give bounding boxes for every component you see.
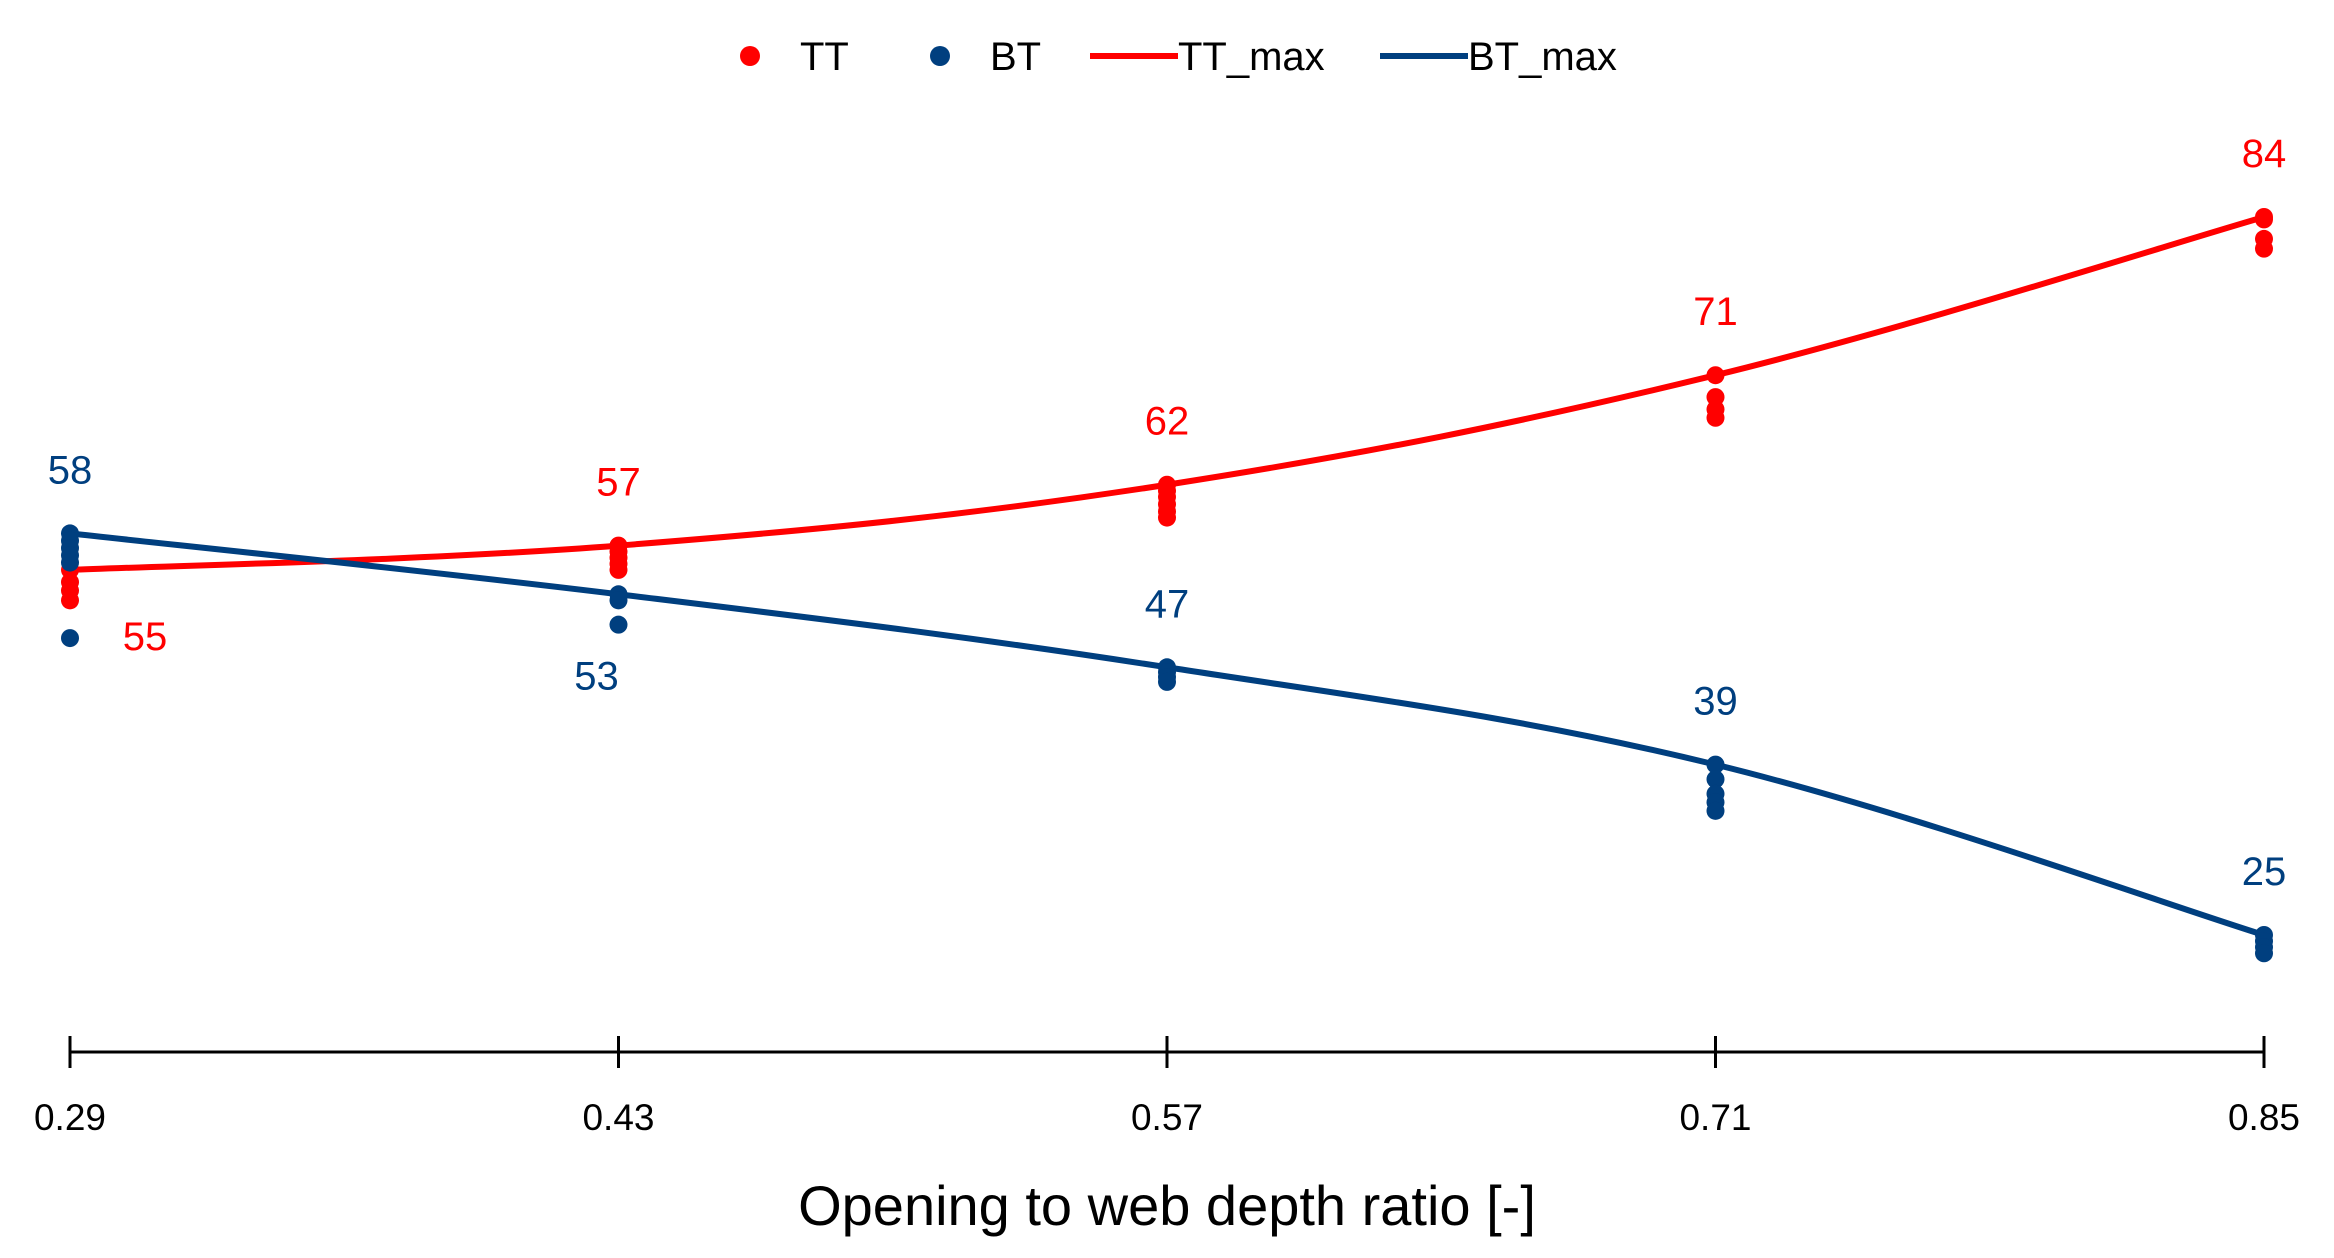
legend-item-tt: TT: [740, 35, 849, 79]
data-label-tt: 71: [1693, 290, 1738, 334]
data-label-bt: 39: [1693, 680, 1738, 724]
data-label-tt: 57: [596, 461, 641, 505]
data-point-bt: [1706, 755, 1725, 774]
data-point-tt: [1158, 508, 1176, 527]
x-tick-label: 0.29: [34, 1097, 106, 1138]
data-labels: 58 55 57 53 62 47 71 39 84 25: [48, 132, 2287, 894]
data-point-bt: [609, 591, 628, 610]
data-point-tt: [2255, 239, 2273, 258]
data-point-tt: [2255, 210, 2273, 229]
series-points: [61, 208, 2273, 963]
data-point-tt: [61, 591, 79, 610]
data-label-bt: 58: [48, 448, 93, 492]
series-lines: [67, 214, 2267, 938]
legend-item-bt: BT: [930, 35, 1041, 79]
legend-item-bt-max: BT_max: [1380, 35, 1617, 79]
legend: TT BT TT_max BT_max: [740, 35, 1617, 79]
data-point-tt: [1706, 408, 1725, 427]
data-point-bt: [609, 615, 628, 634]
x-axis: 0.29 0.43 0.57 0.71 0.85: [34, 1036, 2300, 1138]
x-axis-title: Opening to web depth ratio [-]: [798, 1174, 1536, 1237]
data-point-bt: [2255, 944, 2273, 963]
legend-label: BT: [990, 35, 1041, 79]
legend-item-tt-max: TT_max: [1090, 35, 1325, 79]
data-label-tt: 84: [2242, 132, 2287, 176]
data-label-tt: 55: [123, 615, 168, 659]
legend-label: TT_max: [1178, 35, 1325, 79]
data-point-tt: [609, 560, 628, 579]
legend-marker-dot: [740, 46, 760, 66]
legend-label: BT_max: [1468, 35, 1617, 79]
x-tick-label: 0.57: [1131, 1097, 1203, 1138]
legend-marker-dot: [930, 46, 950, 66]
x-tick-label: 0.43: [582, 1097, 654, 1138]
data-label-tt: 62: [1145, 400, 1190, 444]
data-point-bt: [61, 629, 79, 648]
x-tick-label: 0.85: [2228, 1097, 2300, 1138]
data-point-bt: [1706, 801, 1725, 820]
data-point-tt: [1706, 366, 1725, 385]
data-point-bt: [1706, 770, 1725, 789]
data-point-bt: [61, 553, 79, 572]
legend-label: TT: [800, 35, 849, 79]
data-label-bt: 53: [574, 654, 619, 698]
data-point-bt: [1158, 672, 1176, 691]
x-tick-label: 0.71: [1679, 1097, 1751, 1138]
data-label-bt: 47: [1145, 582, 1190, 626]
data-label-bt: 25: [2242, 850, 2287, 894]
